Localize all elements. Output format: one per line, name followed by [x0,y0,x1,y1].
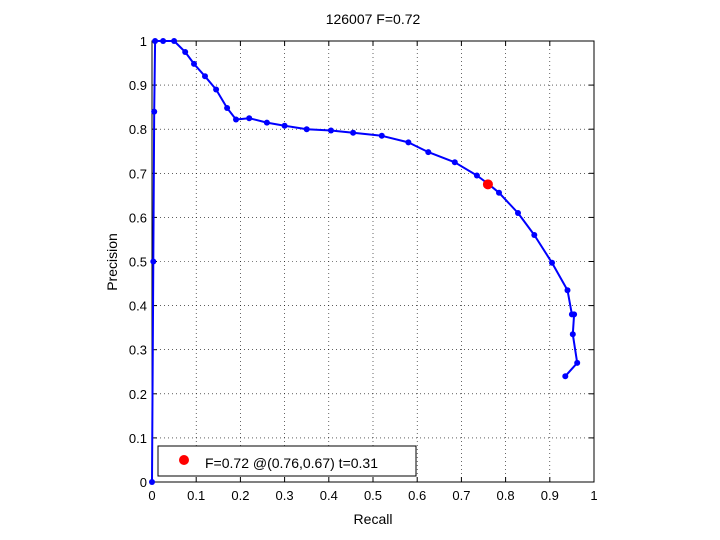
legend: F=0.72 @(0.76,0.67) t=0.31 [157,445,417,477]
series-point [515,210,521,216]
y-tick-label: 0.6 [129,210,147,225]
y-tick-label: 0.9 [129,78,147,93]
best-f-point [482,179,493,190]
x-tick-label: 0.6 [408,488,426,503]
series-point [378,132,385,139]
series-point [473,172,480,179]
x-tick-label: 0.5 [364,488,382,503]
series-point [531,232,538,238]
y-tick-label: 0.3 [129,343,147,358]
legend-box [157,445,417,477]
y-tick-label: 0.1 [129,431,147,446]
series-point [328,127,334,134]
series-point [350,129,357,136]
series-point [150,258,157,265]
y-axis-title: Precision [104,233,120,291]
series-point [182,49,189,55]
series-point [151,108,158,115]
x-tick-label: 0 [148,488,155,503]
x-tick-label: 0.2 [231,488,249,503]
series-point [171,38,178,44]
y-tick-label: 0.5 [129,255,147,270]
series-point [202,73,208,80]
series-point [496,189,502,196]
series-point [191,60,197,67]
series-point [303,126,310,133]
series-point [152,38,159,44]
series-point [281,122,288,129]
series-layer [149,38,581,485]
series-line [151,40,579,483]
x-tick-label: 0.4 [320,488,338,503]
y-tick-label: 0.2 [129,387,147,402]
series-point [149,479,155,485]
legend-label: F=0.72 @(0.76,0.67) t=0.31 [205,455,378,471]
series-point [224,105,231,111]
series-point [160,38,167,44]
x-axis-title: Recall [354,511,393,527]
y-tick-label: 0.7 [129,166,147,181]
series-point [405,139,412,146]
series-point [568,311,575,318]
chart-title: 126007 F=0.72 [326,11,421,27]
series-point [562,373,569,380]
y-tick-label: 0.4 [129,299,147,314]
legend-marker [179,455,189,465]
x-tick-label: 0.8 [497,488,515,503]
series-point [233,116,239,123]
y-tick-labels: 0 0.1 0.2 0.3 0.4 0.5 0.6 0.7 0.8 0.9 1 [129,34,147,490]
series-point [569,331,576,338]
y-tick-label: 0 [140,475,147,490]
x-tick-label: 0.7 [452,488,470,503]
series-point [574,359,581,366]
series-point [564,287,571,294]
y-tick-label: 0.8 [129,122,147,137]
x-tick-label: 0.3 [276,488,294,503]
highlight-layer [482,179,493,190]
series-point [213,86,220,93]
x-tick-label: 0.1 [187,488,205,503]
grid [152,41,594,482]
series-point [425,149,432,156]
x-tick-label: 0.9 [541,488,559,503]
x-tick-labels: 0 0.1 0.2 0.3 0.4 0.5 0.6 0.7 0.8 0.9 1 [148,488,597,503]
series-point [246,115,253,122]
y-tick-label: 1 [140,34,147,49]
x-tick-label: 1 [590,488,597,503]
series-point [451,159,458,166]
series-point [549,259,555,266]
series-point [263,119,270,126]
